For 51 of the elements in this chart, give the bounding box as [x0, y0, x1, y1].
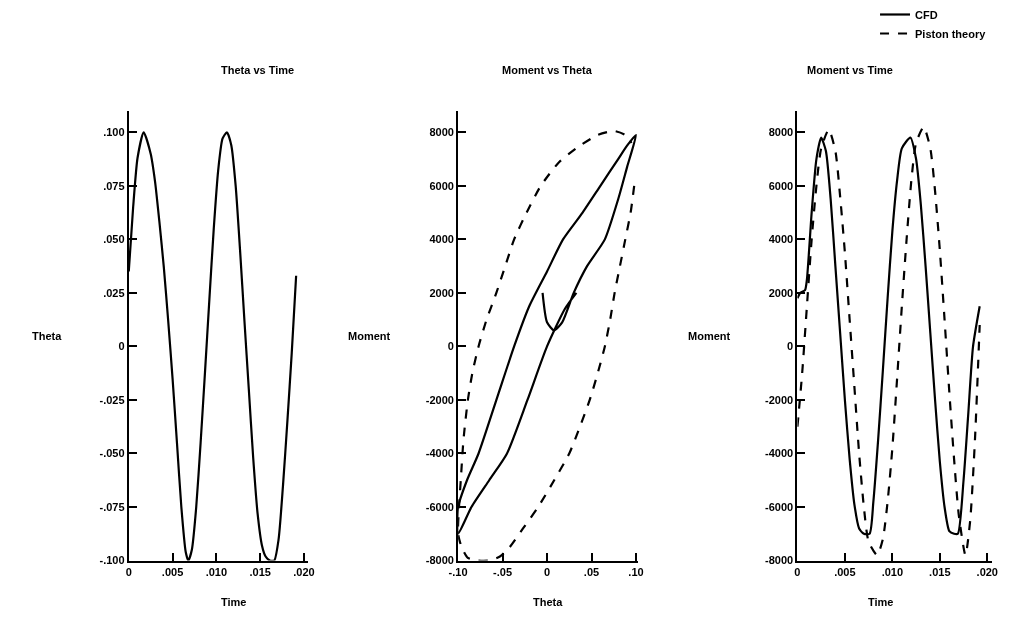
y-tick-label: -6000: [765, 500, 794, 513]
x-axis-title: Theta: [533, 596, 564, 608]
x-tick-label: -.05: [493, 565, 513, 578]
y-tick-label: -.100: [99, 554, 125, 567]
y-tick-label: 2000: [429, 286, 454, 299]
x-tick-label: .020: [293, 565, 315, 578]
y-tick-label: 4000: [429, 233, 454, 246]
y-tick-label: -.075: [99, 500, 125, 513]
y-tick-label: -2000: [765, 393, 794, 406]
chart-title: Theta vs Time: [221, 64, 295, 76]
y-tick-label: -4000: [425, 447, 454, 460]
y-tick-label: 8000: [768, 126, 794, 139]
x-tick-label: -.10: [448, 565, 468, 578]
legend-label: Piston theory: [915, 27, 987, 40]
x-tick-label: .05: [583, 565, 600, 578]
x-tick-label: .015: [929, 565, 951, 578]
y-tick-label: -6000: [425, 500, 454, 513]
y-tick-label: 0: [787, 340, 794, 353]
x-tick-label: .010: [881, 565, 904, 578]
y-tick-label: .100: [103, 126, 125, 139]
x-axis-title: Time: [868, 596, 894, 608]
y-tick-label: -8000: [425, 554, 454, 567]
x-tick-label: .10: [628, 565, 644, 578]
y-tick-label: 0: [118, 340, 125, 353]
y-tick-label: -8000: [765, 554, 794, 567]
x-tick-label: .005: [834, 565, 856, 578]
y-tick-label: 4000: [768, 233, 794, 246]
chart-title: Moment vs Theta: [502, 64, 593, 76]
y-tick-label: -4000: [765, 447, 794, 460]
x-tick-label: .020: [976, 565, 998, 578]
y-axis-title: Moment: [688, 330, 731, 342]
x-tick-label: .015: [249, 565, 271, 578]
y-tick-label: 8000: [429, 126, 454, 139]
y-tick-label: 6000: [429, 179, 454, 192]
x-tick-label: .005: [161, 565, 184, 578]
legend-label: CFD: [915, 8, 938, 21]
y-tick-label: .025: [103, 286, 125, 299]
y-axis-title: Moment: [348, 330, 391, 342]
y-tick-label: -2000: [425, 393, 454, 406]
y-tick-label: .075: [103, 179, 125, 192]
x-tick-label: 0: [543, 565, 551, 578]
y-tick-label: .050: [103, 233, 125, 246]
x-tick-label: .010: [205, 565, 228, 578]
y-tick-label: -.050: [99, 447, 125, 460]
y-tick-label: -.025: [99, 393, 125, 406]
y-tick-label: 2000: [768, 286, 794, 299]
y-tick-label: 6000: [768, 179, 794, 192]
x-axis-title: Time: [221, 596, 247, 608]
chart-title: Moment vs Time: [807, 64, 893, 76]
y-axis-title: Theta: [32, 330, 63, 342]
y-tick-label: 0: [447, 340, 454, 353]
